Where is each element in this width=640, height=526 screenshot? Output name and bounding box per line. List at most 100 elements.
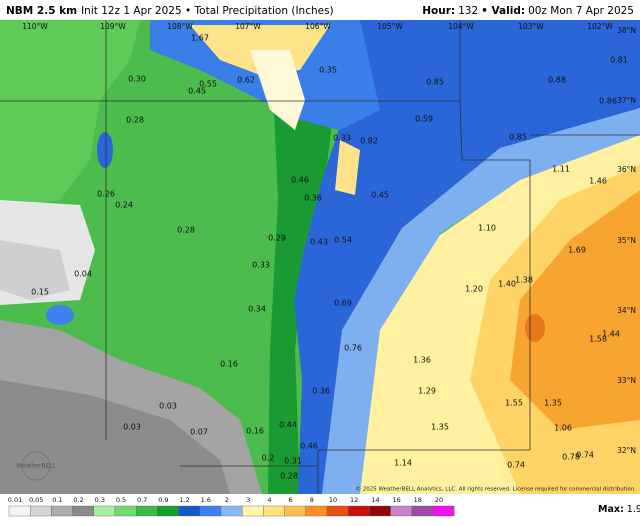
legend-swatch	[8, 505, 31, 517]
borders	[0, 20, 640, 494]
legend-label: 2	[225, 496, 229, 504]
point-value: 1.40	[498, 280, 516, 289]
point-value: 0.74	[507, 461, 525, 470]
point-value: 0.86	[599, 97, 617, 106]
point-value: 1.29	[418, 387, 436, 396]
legend-swatch	[369, 505, 391, 517]
logo-mark	[21, 451, 51, 481]
point-value: 0.88	[548, 76, 566, 85]
point-value: 0.43	[310, 238, 328, 247]
latitude-label: 36°N	[617, 165, 636, 174]
legend-swatch	[348, 505, 370, 517]
precip-area	[335, 140, 360, 195]
point-value: 1.36	[413, 356, 431, 365]
point-value: 0.2	[262, 454, 275, 463]
legend-label: 0.3	[95, 496, 105, 504]
legend-label: 0.2	[73, 496, 83, 504]
latitude-label: 34°N	[617, 306, 636, 315]
point-value: 1.38	[515, 276, 533, 285]
point-value: 1.69	[568, 246, 586, 255]
point-value: 0.74	[576, 451, 594, 460]
subtitle: Init 12z 1 Apr 2025 • Total Precipitatio…	[81, 5, 334, 17]
legend-label: 0.1	[52, 496, 62, 504]
point-value: 0.28	[126, 116, 144, 125]
legend-swatch	[411, 505, 434, 517]
map	[0, 20, 640, 494]
point-value: 0.55	[199, 80, 217, 89]
legend-swatch	[326, 505, 349, 517]
latitude-label: 32°N	[617, 446, 636, 455]
legend-label: 3	[246, 496, 250, 504]
point-value: 0.07	[190, 428, 208, 437]
legend-swatch	[199, 505, 222, 517]
point-value: 0.46	[291, 176, 309, 185]
point-value: 0.45	[371, 191, 389, 200]
legend-swatch	[178, 505, 201, 517]
longitude-label: 107°W	[235, 22, 261, 31]
precip-area	[0, 20, 140, 210]
point-value: 0.03	[123, 423, 141, 432]
latitude-label: 37°N	[617, 96, 636, 105]
longitude-label: 104°W	[448, 22, 474, 31]
header-right: Hour: 132 • Valid: 00z Mon 7 Apr 2025	[422, 5, 634, 17]
legend-label: 0.01	[8, 496, 22, 504]
legend-swatch	[135, 505, 158, 517]
legend-label: 10	[329, 496, 337, 504]
legend-swatch	[220, 505, 243, 517]
model: NBM 2.5 km	[6, 5, 77, 17]
point-value: 0.28	[177, 226, 195, 235]
legend-swatch	[241, 505, 264, 517]
valid: 00z Mon 7 Apr 2025	[528, 5, 634, 17]
legend-swatch	[72, 505, 94, 517]
point-value: 0.34	[248, 305, 266, 314]
max-value: 1.94	[627, 504, 640, 515]
legend-swatch	[263, 505, 285, 517]
point-value: 1.10	[478, 224, 496, 233]
state-border	[317, 20, 531, 494]
point-value: 0.26	[97, 190, 115, 199]
hour: 132	[458, 5, 478, 17]
legend-label: 0.7	[137, 496, 147, 504]
point-value: 0.44	[279, 421, 297, 430]
hour-label: Hour:	[422, 5, 455, 17]
point-value: 0.16	[246, 427, 264, 436]
legend-swatch	[93, 505, 116, 517]
point-value: 0.24	[115, 201, 133, 210]
precip-area	[510, 190, 640, 430]
latitude-label: 38°N	[617, 26, 636, 35]
legend-label: 14	[371, 496, 379, 504]
legend-swatch	[305, 505, 328, 517]
point-value: 0.76	[344, 344, 362, 353]
point-value: 1.58	[589, 335, 607, 344]
point-value: 0.78	[562, 453, 580, 462]
point-value: 1.35	[431, 423, 449, 432]
point-value: 1.35	[544, 399, 562, 408]
longitude-label: 110°W	[22, 22, 48, 31]
precip-area	[46, 305, 74, 325]
point-value: 0.04	[74, 270, 92, 279]
longitude-label: 105°W	[377, 22, 403, 31]
point-labels: 1.670.300.550.450.620.350.85 0.880.810.86…	[31, 34, 628, 481]
point-value: 0.62	[237, 76, 255, 85]
legend: 0.01 0.05 0.1 0.2 0.3 0.5 0.7 0.9 1.2 1.6 2 3 4 6 8 10 1…	[8, 496, 455, 517]
precip-area	[0, 240, 70, 300]
precip-area	[0, 380, 230, 494]
point-value: 0.45	[188, 87, 206, 96]
latitude-label: 35°N	[617, 236, 636, 245]
legend-label: 0.05	[29, 496, 43, 504]
point-value: 0.85	[426, 78, 444, 87]
max-label: Max:	[598, 504, 624, 515]
point-value: 1.46	[589, 177, 607, 186]
point-value: 0.69	[334, 299, 352, 308]
legend-swatch	[390, 505, 413, 517]
precip-area	[97, 132, 113, 168]
precip-area	[322, 108, 640, 494]
point-value: 0.85	[509, 133, 527, 142]
point-value: 0.16	[220, 360, 238, 369]
point-value: 0.28	[280, 472, 298, 481]
legend-label: 4	[267, 496, 271, 504]
point-value: 0.03	[159, 402, 177, 411]
point-value: 1.55	[505, 399, 523, 408]
legend-label: 6	[289, 496, 293, 504]
